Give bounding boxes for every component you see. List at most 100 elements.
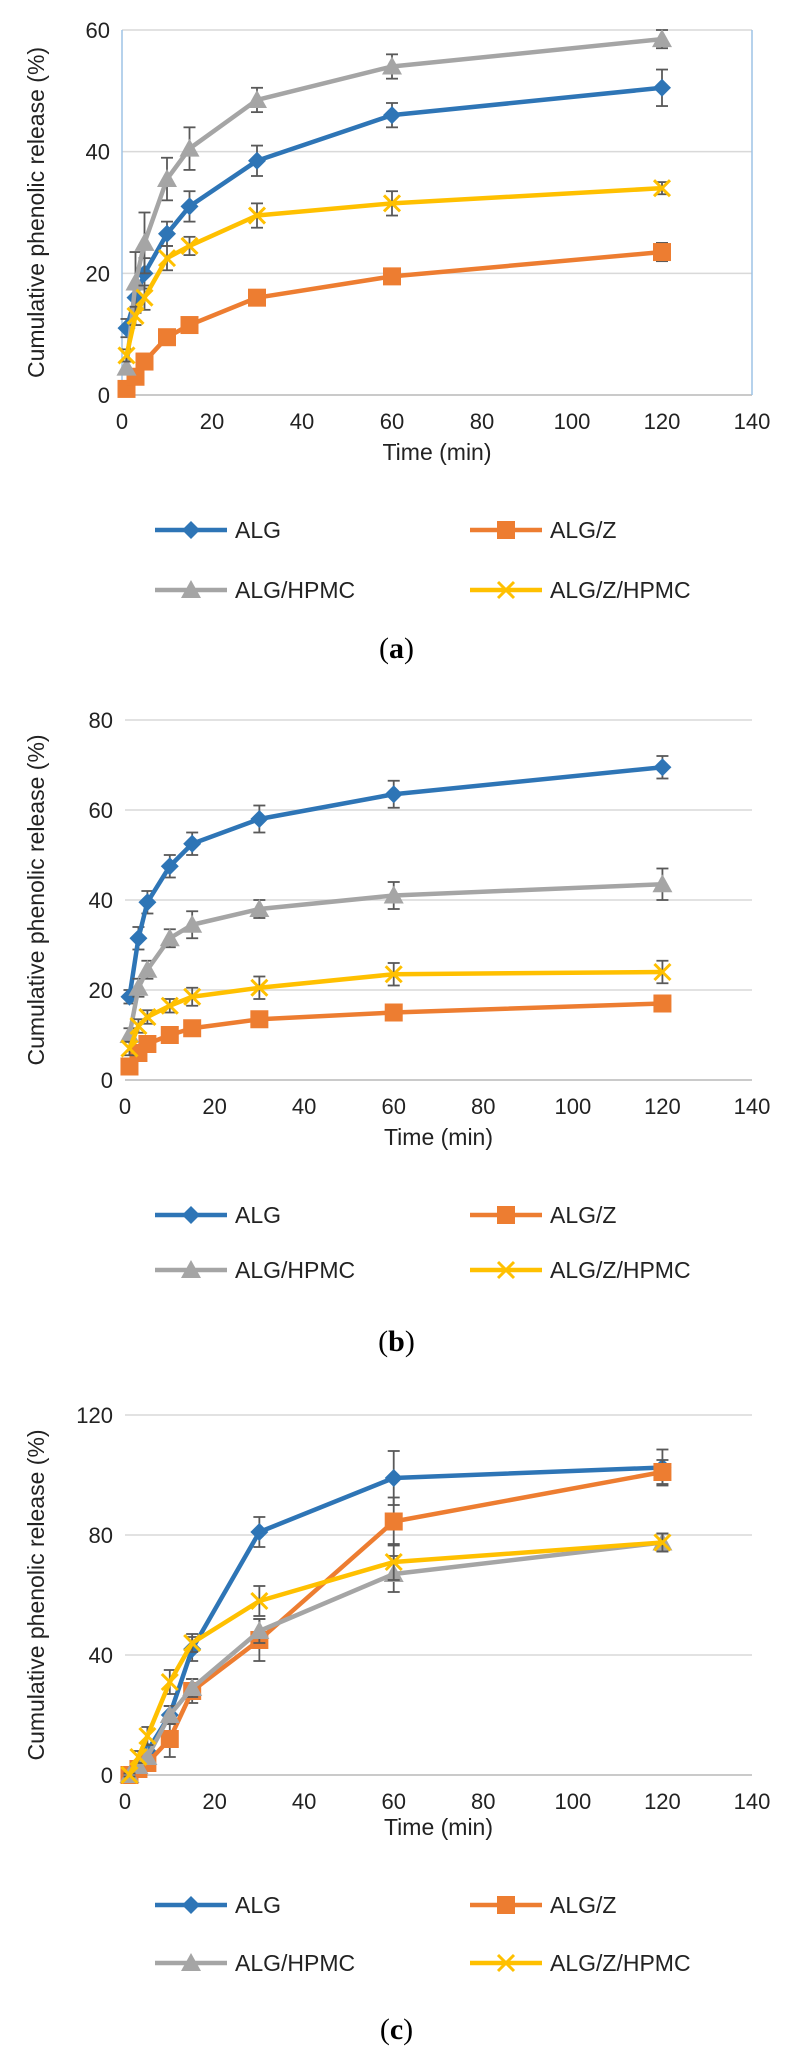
data-point: [180, 316, 199, 335]
y-tick-label: 0: [101, 1763, 113, 1788]
legend-marker: [182, 521, 200, 539]
legend-label: ALG/Z/HPMC: [550, 1950, 691, 1976]
legend: ALG ALG/Z ALG/HPMC ALG/Z/HPMC: [155, 517, 691, 603]
data-point: [138, 1007, 157, 1027]
x-tick-label: 60: [380, 409, 404, 434]
data-point: [653, 962, 672, 982]
x-tick-label: 40: [292, 1094, 316, 1119]
legend-label: ALG/Z: [550, 1202, 616, 1228]
data-point: [179, 138, 200, 157]
legend-marker: [496, 1953, 516, 1973]
series-alg-z: [117, 242, 671, 398]
data-point: [247, 206, 267, 225]
data-point: [180, 236, 199, 256]
series-alg-z-hpmc: [117, 179, 672, 365]
legend-marker: [497, 521, 515, 539]
y-tick-label: 80: [89, 708, 113, 733]
caption-a: (a): [379, 632, 414, 665]
release-chart-c: 0 40 80 120 0 20 40 60 80 100 120 140 Time (min) Cumu…: [23, 1403, 771, 1976]
x-tick-label: 40: [290, 409, 314, 434]
y-tick-label: 80: [89, 1523, 113, 1548]
x-tick-label: 0: [119, 1789, 131, 1814]
x-tick-label: 120: [644, 1789, 681, 1814]
series-alg: [120, 1448, 672, 1784]
data-point: [134, 232, 155, 251]
legend-marker: [497, 1896, 515, 1914]
data-point: [137, 959, 158, 978]
y-tick-label: 0: [101, 1068, 113, 1093]
data-point: [249, 1621, 270, 1639]
data-point: [652, 179, 672, 198]
legend-item: ALG/Z/HPMC: [470, 1257, 691, 1283]
data-point: [384, 1512, 403, 1531]
data-point: [159, 928, 180, 947]
data-point: [383, 885, 404, 904]
data-point: [382, 194, 402, 213]
data-point: [384, 785, 403, 804]
y-axis-title: Cumulative phenolic release (%): [23, 1429, 49, 1760]
data-point: [160, 1026, 179, 1044]
x-tick-label: 40: [292, 1789, 316, 1814]
legend-label: ALG/Z/HPMC: [550, 1257, 691, 1283]
data-point: [183, 987, 202, 1006]
legend-item: ALG/Z: [470, 1892, 616, 1918]
series-alg-z-hpmc: [120, 1532, 672, 1785]
series-alg-z: [120, 994, 672, 1076]
data-point: [248, 288, 266, 307]
y-tick-label: 20: [89, 978, 113, 1003]
data-point: [384, 1552, 403, 1572]
data-point: [129, 929, 148, 948]
legend-marker: [496, 580, 516, 600]
x-tick-label: 0: [119, 1094, 131, 1119]
data-point: [160, 1730, 179, 1748]
data-point: [384, 1469, 403, 1487]
data-point: [247, 89, 267, 108]
data-point: [250, 1523, 269, 1541]
x-tick-label: 140: [734, 409, 771, 434]
data-point: [250, 1010, 269, 1029]
x-tick-label: 60: [381, 1094, 405, 1119]
data-point: [653, 243, 671, 262]
legend: ALG ALG/Z ALG/HPMC ALG/Z/HPMC: [155, 1892, 691, 1976]
legend-marker: [181, 1260, 201, 1278]
data-point: [157, 249, 177, 268]
legend-item: ALG/HPMC: [155, 1257, 355, 1283]
y-tick-label: 20: [86, 261, 110, 286]
legend-item: ALG/Z: [470, 1202, 616, 1228]
legend-marker: [182, 1896, 200, 1914]
caption-b: (b): [378, 1325, 415, 1358]
caption-c: (c): [379, 2013, 414, 2046]
data-point: [120, 1765, 139, 1785]
data-point: [160, 857, 179, 876]
x-tick-label: 140: [734, 1789, 771, 1814]
x-axis-title: Time (min): [384, 1124, 493, 1150]
data-point: [182, 1678, 203, 1696]
x-axis-title: Time (min): [384, 1814, 493, 1840]
data-point: [384, 1003, 403, 1022]
legend-label: ALG: [235, 1202, 281, 1228]
legend-label: ALG: [235, 1892, 281, 1918]
chart-panel-a: 0 20 40 60 0 20 40 60 80 100 120 140 Time (min) Cumul…: [0, 0, 793, 670]
data-point: [157, 169, 177, 188]
x-tick-label: 20: [202, 1094, 226, 1119]
data-point: [653, 78, 671, 97]
data-point: [128, 977, 149, 996]
x-tick-label: 20: [200, 409, 224, 434]
legend-item: ALG/HPMC: [155, 1950, 355, 1976]
x-tick-label: 60: [381, 1789, 405, 1814]
series-alg: [120, 755, 672, 1006]
data-point: [120, 1039, 139, 1058]
legend-item: ALG/Z/HPMC: [470, 1950, 691, 1976]
data-point: [652, 29, 672, 48]
data-point: [383, 106, 401, 125]
legend-item: ALG/HPMC: [155, 577, 355, 603]
legend-label: ALG/HPMC: [235, 1950, 355, 1976]
data-point: [138, 1035, 157, 1053]
legend-label: ALG/Z/HPMC: [550, 577, 691, 603]
chart-panel-c: 0 40 80 120 0 20 40 60 80 100 120 140 Time (min) Cumu…: [0, 1385, 793, 2060]
x-tick-label: 120: [644, 409, 681, 434]
x-tick-label: 100: [554, 409, 591, 434]
data-point: [138, 1726, 157, 1746]
legend-marker: [181, 1953, 201, 1971]
data-point: [138, 893, 157, 912]
